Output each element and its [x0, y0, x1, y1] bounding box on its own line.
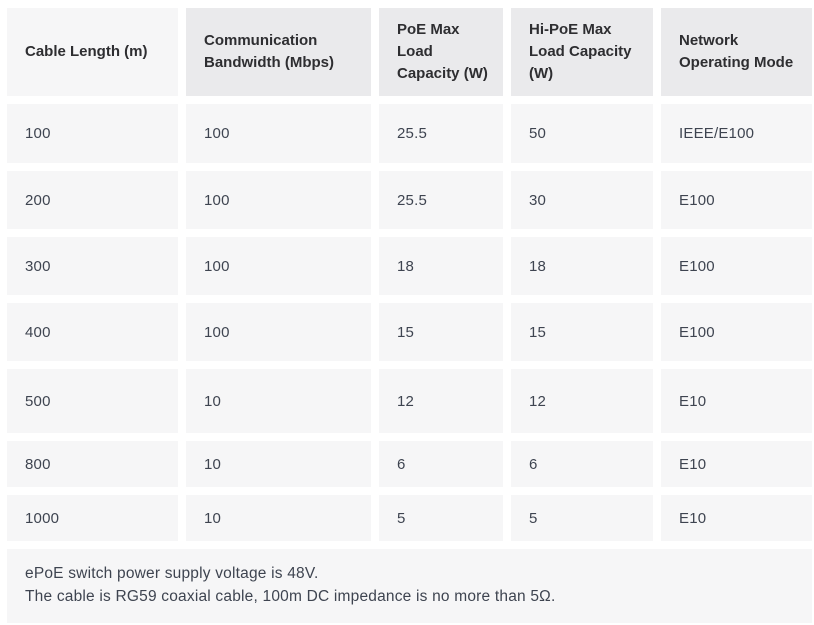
table-cell-value: 10 [204, 455, 222, 473]
header-cell-label: Hi-PoE Max Load Capacity (W) [529, 21, 632, 82]
table-cell-value: E100 [679, 257, 715, 275]
table-cell-value: E10 [679, 392, 707, 410]
table-cell-value: 200 [25, 191, 51, 209]
table-cell-value: 100 [204, 125, 230, 142]
table-cell: 100 [7, 104, 178, 163]
table-cell: E100 [661, 237, 812, 295]
table-cell-value: 500 [25, 392, 51, 410]
header-cell: Communication Bandwidth (Mbps) [186, 8, 371, 96]
header-cell: Network Operating Mode [661, 8, 812, 96]
table-cell: 25.5 [379, 171, 503, 229]
table-cell-value: 12 [397, 392, 415, 410]
table-cell: 15 [511, 303, 653, 361]
table-cell-value: 100 [204, 191, 230, 209]
table-cell-value: IEEE/E100 [679, 125, 755, 142]
table-cell: 800 [7, 441, 178, 487]
table-cell: 12 [511, 369, 653, 433]
header-cell-label: Cable Length (m) [25, 43, 148, 61]
table-cell: 25.5 [379, 104, 503, 163]
table-cell: 10 [186, 441, 371, 487]
header-cell: Hi-PoE Max Load Capacity (W) [511, 8, 653, 96]
table-cell: 300 [7, 237, 178, 295]
table-cell: 6 [379, 441, 503, 487]
table-cell-value: 6 [529, 455, 538, 473]
header-cell: PoE Max Load Capacity (W) [379, 8, 503, 96]
table-cell: E10 [661, 495, 812, 541]
table-cell-value: 10 [204, 392, 222, 410]
table-cell-value: 15 [397, 323, 415, 341]
table-cell: 18 [511, 237, 653, 295]
table-cell: 10 [186, 369, 371, 433]
table-cell-value: 6 [397, 455, 406, 473]
table-cell-value: E10 [679, 455, 707, 473]
table-cell-value: E100 [679, 191, 715, 209]
table-cell: E100 [661, 171, 812, 229]
table-cell: E10 [661, 369, 812, 433]
header-cell-label: PoE Max Load Capacity (W) [397, 21, 488, 82]
table-cell-value: 1000 [25, 509, 60, 527]
table-cell-value: 100 [25, 125, 51, 142]
spec-table: Cable Length (m) Communication Bandwidth … [7, 8, 812, 541]
header-cell-label: Network Operating Mode [679, 32, 794, 71]
table-cell: 50 [511, 104, 653, 163]
table-cell-value: 400 [25, 323, 51, 341]
table-cell-value: 100 [204, 323, 230, 341]
table-cell-value: 25.5 [397, 125, 427, 142]
table-cell-value: 18 [397, 257, 415, 275]
header-cell-label: Communication Bandwidth (Mbps) [204, 32, 334, 71]
header-cell: Cable Length (m) [7, 8, 178, 96]
table-notes: ePoE switch power supply voltage is 48V.… [7, 549, 812, 623]
table-cell: 30 [511, 171, 653, 229]
table-cell-value: 300 [25, 257, 51, 275]
table-cell-value: E100 [679, 323, 715, 341]
table-cell: 12 [379, 369, 503, 433]
table-cell-value: 15 [529, 323, 547, 341]
table-cell-value: 25.5 [397, 191, 427, 209]
table-cell: 200 [7, 171, 178, 229]
table-cell: E100 [661, 303, 812, 361]
table-cell-value: 10 [204, 509, 222, 527]
table-cell-value: 18 [529, 257, 547, 275]
table-cell-value: 50 [529, 125, 547, 142]
table-cell-value: 5 [529, 509, 538, 527]
table-cell: 100 [186, 171, 371, 229]
table-cell: 100 [186, 104, 371, 163]
table-cell: E10 [661, 441, 812, 487]
table-cell: 5 [511, 495, 653, 541]
table-cell: 1000 [7, 495, 178, 541]
table-cell-value: 30 [529, 191, 547, 209]
table-cell: 100 [186, 303, 371, 361]
table-cell: 10 [186, 495, 371, 541]
note-line: The cable is RG59 coaxial cable, 100m DC… [25, 588, 556, 606]
table-cell-value: 12 [529, 392, 547, 410]
table-cell: 15 [379, 303, 503, 361]
table-cell: 400 [7, 303, 178, 361]
table-cell: 6 [511, 441, 653, 487]
table-cell: 18 [379, 237, 503, 295]
table-cell: 100 [186, 237, 371, 295]
note-line: ePoE switch power supply voltage is 48V. [25, 565, 319, 582]
table-cell-value: E10 [679, 509, 707, 527]
table-cell: IEEE/E100 [661, 104, 812, 163]
table-cell: 500 [7, 369, 178, 433]
table-cell-value: 5 [397, 509, 406, 527]
table-cell: 5 [379, 495, 503, 541]
table-cell-value: 100 [204, 257, 230, 275]
table-cell-value: 800 [25, 455, 51, 473]
